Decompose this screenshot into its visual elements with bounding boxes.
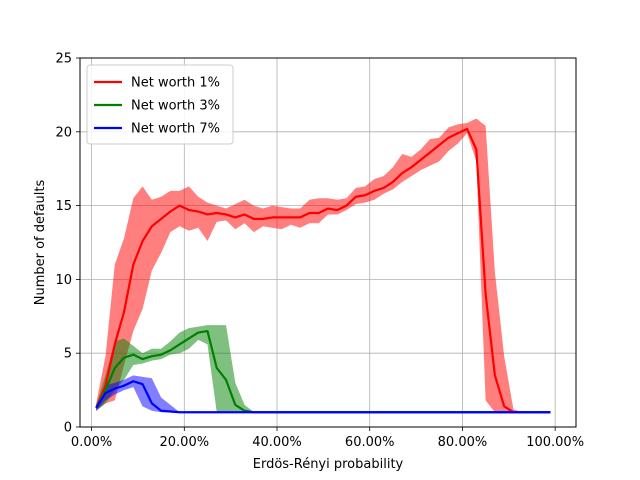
x-tick-label: 60.00% (345, 435, 395, 450)
series-line-1 (95, 127, 551, 414)
legend-label: Net worth 7% (131, 122, 220, 137)
x-tick-label: 100.00% (526, 435, 584, 450)
legend-box (86, 64, 234, 145)
y-tick-label: 5 (64, 347, 72, 362)
legend: Net worth 1% Net worth 3% Net worth 7% (86, 64, 234, 145)
y-tick-label: 0 (64, 421, 72, 436)
plot-frame (79, 57, 577, 428)
x-tick-label: 0.00% (71, 435, 112, 450)
series-lines (95, 127, 551, 414)
y-tick-label: 10 (55, 273, 72, 288)
legend-label: Net worth 3% (131, 99, 220, 114)
x-axis-label: Erdös-Rényi probability (253, 457, 404, 472)
x-tick-label: 80.00% (438, 435, 488, 450)
series-band-2 (96, 325, 551, 413)
legend-label: Net worth 1% (131, 76, 220, 91)
y-tick-label: 20 (55, 125, 72, 140)
axis-ticks: 0.00% 20.00% 40.00% 60.00% 80.00% 100.00% 0 5 10… (55, 52, 584, 451)
series-band-3 (96, 375, 551, 413)
x-tick-label: 40.00% (252, 435, 302, 450)
y-axis-label: Number of defaults (33, 180, 48, 306)
y-tick-label: 25 (55, 52, 72, 67)
x-tick-label: 20.00% (160, 435, 210, 450)
confidence-bands (96, 118, 551, 413)
series-line-3 (95, 380, 551, 414)
series-band-1 (96, 118, 551, 413)
y-tick-label: 15 (55, 199, 72, 214)
